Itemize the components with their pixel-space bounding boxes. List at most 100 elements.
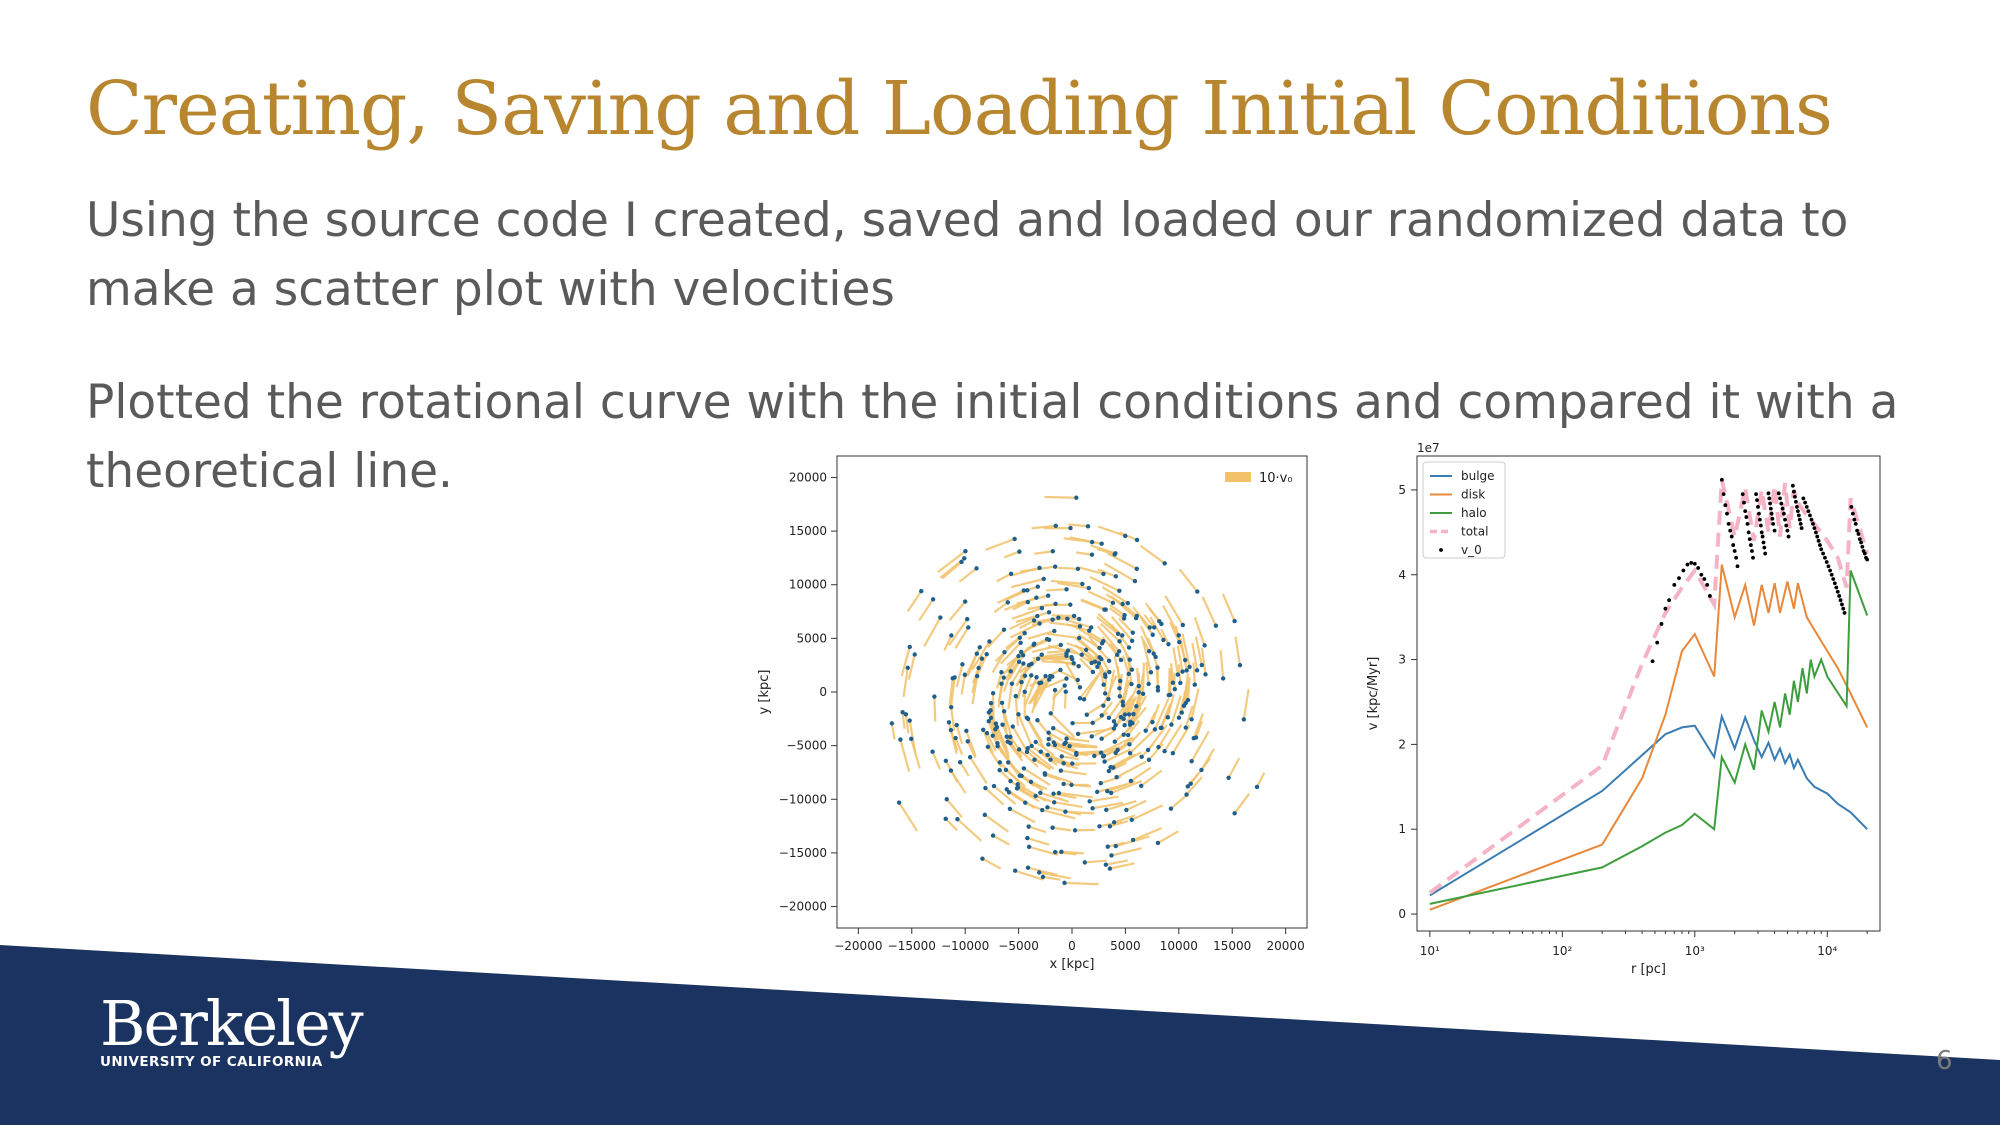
- velocity-vector: [984, 787, 1005, 806]
- particle-point: [1129, 638, 1135, 643]
- particle-point: [1121, 732, 1126, 737]
- particle-point: [1124, 807, 1129, 813]
- data-point-v0: [1667, 598, 1672, 603]
- particle-point: [974, 673, 980, 679]
- legend-marker: [1439, 548, 1443, 552]
- data-point-v0: [1850, 511, 1855, 516]
- particle-point: [1041, 576, 1046, 582]
- particle-point: [1129, 681, 1134, 687]
- particle-point: [1095, 664, 1100, 670]
- particle-point: [1089, 552, 1095, 557]
- velocity-vector: [1148, 607, 1161, 622]
- velocity-vector: [1140, 769, 1163, 787]
- particle-point: [1096, 661, 1102, 666]
- particle-point: [952, 675, 957, 680]
- particle-point: [1008, 741, 1013, 746]
- particle-point: [979, 656, 985, 661]
- velocity-vector: [1031, 524, 1056, 530]
- data-point-v0: [1746, 530, 1751, 535]
- berkeley-logo: Berkeley UNIVERSITY OF CALIFORNIA: [100, 992, 364, 1071]
- velocity-vector: [1160, 628, 1170, 645]
- particle-point: [1180, 669, 1185, 674]
- velocity-vector: [1162, 604, 1180, 636]
- particle-point: [1006, 790, 1012, 795]
- particle-point: [1022, 630, 1027, 636]
- velocity-vector: [981, 857, 1002, 870]
- particle-point: [1001, 627, 1007, 632]
- velocity-vector: [1016, 594, 1049, 605]
- data-point-v0: [1778, 496, 1782, 501]
- velocity-vector: [1086, 703, 1104, 716]
- data-point-v0: [1804, 504, 1809, 509]
- particle-point: [997, 760, 1003, 765]
- particle-point: [1069, 782, 1074, 788]
- particle-point: [1213, 623, 1219, 628]
- velocity-vector: [1110, 779, 1143, 794]
- data-point-v0: [1797, 517, 1802, 522]
- velocity-vector: [1139, 616, 1154, 636]
- legend-label: disk: [1461, 488, 1485, 502]
- velocity-vector: [1086, 630, 1104, 643]
- velocity-vector: [1112, 751, 1142, 769]
- particle-point: [1155, 684, 1161, 690]
- velocity-vector: [1044, 772, 1072, 784]
- particle-point: [1062, 683, 1067, 688]
- particle-point: [1226, 775, 1231, 780]
- particle-point: [1150, 719, 1155, 725]
- velocity-vector: [1050, 579, 1083, 585]
- data-point-v0: [1768, 501, 1772, 506]
- particle-point: [1092, 753, 1097, 759]
- velocity-vector: [1061, 755, 1079, 761]
- velocity-vector: [910, 738, 921, 769]
- velocity-vector: [1029, 675, 1052, 705]
- particle-point: [1117, 694, 1123, 699]
- x-tick-label: 0: [1068, 939, 1076, 953]
- data-point-v0: [1650, 659, 1655, 664]
- velocity-vector: [1107, 695, 1125, 719]
- data-point-v0: [1758, 523, 1763, 528]
- data-point-v0: [1726, 521, 1731, 526]
- velocity-vector: [1200, 647, 1207, 675]
- particle-point: [1064, 676, 1069, 681]
- velocity-vector: [1014, 869, 1044, 881]
- velocity-vector: [999, 761, 1022, 786]
- x-tick-label: 10²: [1552, 944, 1572, 958]
- particle-point: [1035, 656, 1041, 662]
- particle-point: [1134, 613, 1140, 619]
- velocity-vector: [1048, 731, 1064, 742]
- particle-point: [1022, 673, 1028, 678]
- particle-point: [1004, 734, 1009, 739]
- particle-point: [1145, 747, 1151, 753]
- particle-point: [1127, 750, 1133, 756]
- velocity-vector: [997, 683, 1003, 708]
- particle-point: [949, 633, 954, 638]
- particle-point: [988, 715, 994, 721]
- particle-point: [987, 639, 992, 644]
- velocity-vector: [1079, 639, 1103, 660]
- velocity-vector: [1028, 825, 1047, 834]
- slide-title: Creating, Saving and Loading Initial Con…: [86, 66, 1833, 152]
- particle-point: [962, 672, 968, 677]
- velocity-vector: [1046, 588, 1067, 592]
- particle-point: [1172, 686, 1178, 692]
- particle-point: [1146, 681, 1151, 687]
- velocity-vector: [971, 658, 984, 684]
- particle-point: [1025, 599, 1031, 605]
- particle-point: [1094, 789, 1100, 795]
- velocity-vector: [1111, 616, 1133, 642]
- velocity-vector: [1095, 655, 1105, 685]
- particle-point: [1048, 757, 1053, 762]
- particle-point: [1029, 661, 1034, 667]
- data-point-v0: [1855, 528, 1860, 533]
- x-tick-label: 10000: [1160, 939, 1198, 953]
- velocity-vector: [1164, 595, 1184, 626]
- velocity-vector: [1157, 830, 1179, 844]
- velocity-vector: [1129, 729, 1155, 754]
- particle-point: [1051, 800, 1057, 805]
- particle-point: [1089, 539, 1095, 545]
- data-point-v0: [1748, 543, 1753, 547]
- data-point-v0: [1803, 500, 1807, 505]
- particle-point: [1189, 758, 1194, 764]
- y-tick-label: 1: [1398, 822, 1406, 836]
- particle-point: [1132, 578, 1138, 584]
